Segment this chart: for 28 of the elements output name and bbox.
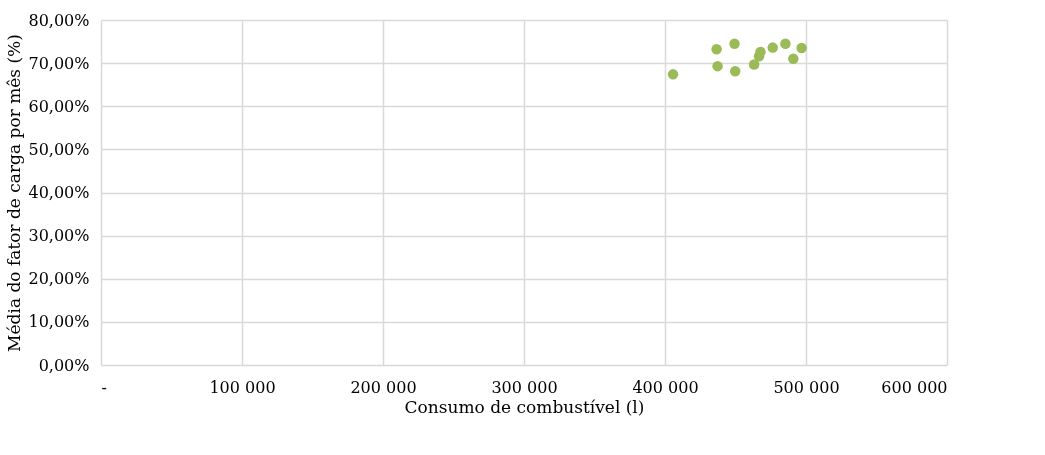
point [788, 53, 799, 65]
y-tick-label: 0,00% [38, 355, 90, 375]
y-tick-label: 40,00% [28, 183, 90, 202]
point [711, 44, 722, 55]
y-tick-label: 80,00% [28, 10, 90, 30]
y-tick-label: 20,00% [28, 269, 90, 289]
point [667, 69, 679, 80]
y-tick-label: 30,00% [28, 226, 90, 246]
x-axis-title: Consumo de combustível (l) [404, 396, 645, 417]
x-tick-label: 300 000 [491, 377, 558, 397]
x-tick-label: 200 000 [350, 377, 417, 397]
point [729, 66, 741, 77]
point [729, 38, 740, 49]
point [748, 59, 760, 70]
x-tick-label: 500 000 [773, 377, 840, 397]
point [767, 42, 778, 53]
y-axis-title: Média do fator de carga por mês (%) [4, 34, 25, 352]
x-tick-label: 100 000 [209, 377, 276, 397]
y-tick-label: 50,00% [28, 139, 90, 159]
x-tick-label: - [101, 377, 107, 397]
y-tick-label: 10,00% [28, 312, 90, 332]
x-tick-label: 400 000 [632, 377, 699, 397]
y-tick-label: 60,00% [28, 96, 90, 116]
x-tick-label: 600 000 [881, 377, 948, 397]
point [712, 60, 723, 72]
point [796, 42, 807, 54]
y-tick-label: 70,00% [28, 53, 90, 73]
point [780, 38, 791, 49]
